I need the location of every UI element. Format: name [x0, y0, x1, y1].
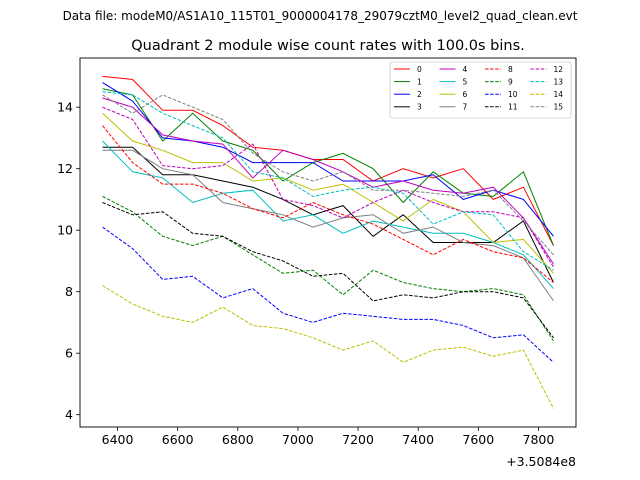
legend-label-10: 10: [508, 90, 518, 99]
legend-label-11: 11: [508, 103, 518, 112]
legend-label-5: 5: [463, 77, 468, 86]
x-tick-label: 7800: [523, 432, 555, 447]
series-line-10: [102, 226, 554, 363]
series-line-9: [102, 195, 554, 342]
legend-label-15: 15: [554, 103, 564, 112]
series-line-12: [102, 106, 554, 268]
y-tick-label: 6: [65, 346, 73, 361]
series-line-2: [102, 82, 554, 237]
series-line-6: [102, 112, 554, 274]
legend-label-2: 2: [417, 90, 422, 99]
x-tick-label: 6800: [222, 432, 254, 447]
series-line-3: [102, 146, 554, 283]
legend-label-0: 0: [417, 65, 422, 74]
legend-label-14: 14: [554, 90, 564, 99]
suptitle: Data file: modeM0/AS1A10_115T01_90000041…: [63, 9, 578, 23]
legend-label-7: 7: [463, 103, 468, 112]
y-tick-label: 14: [57, 100, 73, 115]
y-tick-label: 12: [57, 161, 73, 176]
series-line-5: [102, 140, 554, 289]
x-tick-label: 7200: [342, 432, 374, 447]
y-tick-label: 10: [57, 223, 73, 238]
x-tick-label: 6400: [102, 432, 134, 447]
series-line-4: [102, 97, 554, 265]
legend-label-4: 4: [463, 65, 468, 74]
legend-label-6: 6: [463, 90, 468, 99]
series-line-14: [102, 285, 554, 409]
legend-box: [389, 61, 572, 119]
x-tick-label: 7600: [462, 432, 494, 447]
series-layer: [102, 75, 554, 409]
legend-label-12: 12: [554, 65, 564, 74]
series-line-0: [102, 75, 554, 246]
axes-layer: 6400 6600 6800 7000 7200 7400 7600 7800 4 6 8 10 12 1…: [57, 100, 554, 447]
plot-frame: [79, 57, 577, 428]
series-line-13: [102, 91, 554, 271]
legend-label-8: 8: [508, 65, 513, 74]
x-offset-label: +3.5084e8: [506, 454, 576, 469]
y-tick-label: 8: [65, 284, 73, 299]
legend-label-1: 1: [417, 77, 422, 86]
chart-title: Quadrant 2 module wise count rates with …: [131, 38, 525, 54]
legend-label-13: 13: [554, 77, 564, 86]
x-tick-label: 7400: [402, 432, 434, 447]
series-line-15: [102, 94, 554, 256]
series-line-7: [102, 149, 554, 302]
y-tick-label: 4: [65, 407, 73, 422]
legend-label-9: 9: [508, 77, 513, 86]
legend-label-3: 3: [417, 103, 422, 112]
series-line-8: [102, 125, 554, 283]
x-tick-label: 7000: [282, 432, 314, 447]
x-tick-label: 6600: [162, 432, 194, 447]
